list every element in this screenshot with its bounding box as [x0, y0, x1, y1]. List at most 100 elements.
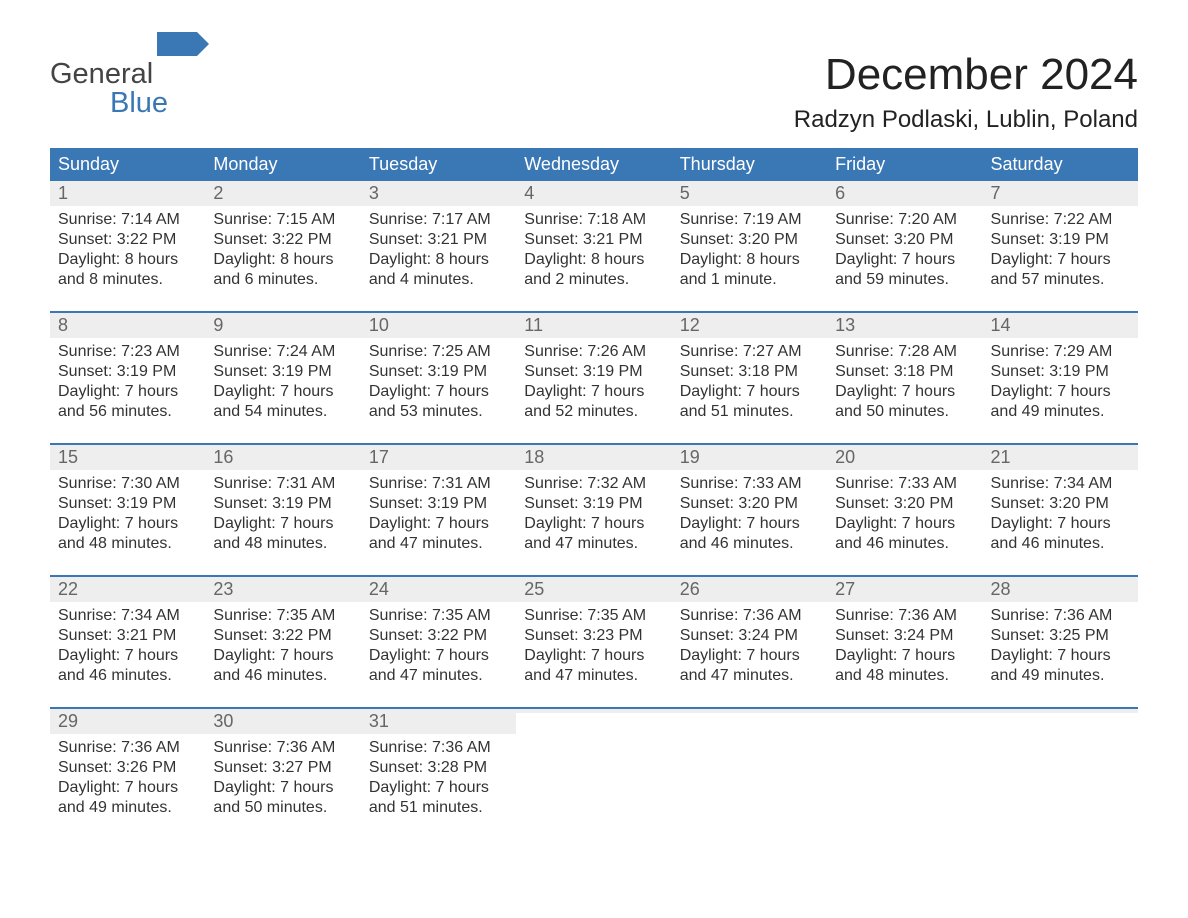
- cell-sunrise: Sunrise: 7:23 AM: [58, 342, 197, 362]
- cell-dl1: Daylight: 7 hours: [213, 778, 352, 798]
- cell-sunset: Sunset: 3:27 PM: [213, 758, 352, 778]
- day-number: 18: [524, 447, 544, 467]
- day-number: 10: [369, 315, 389, 335]
- cell-sunrise: Sunrise: 7:30 AM: [58, 474, 197, 494]
- calendar-cell: 13Sunrise: 7:28 AMSunset: 3:18 PMDayligh…: [827, 313, 982, 443]
- cell-sunrise: Sunrise: 7:25 AM: [369, 342, 508, 362]
- day-number: 4: [524, 183, 534, 203]
- calendar-cell: [672, 709, 827, 839]
- day-number: 23: [213, 579, 233, 599]
- cell-dl1: Daylight: 7 hours: [58, 382, 197, 402]
- daynum-row: 5: [672, 181, 827, 206]
- daynum-row: 3: [361, 181, 516, 206]
- calendar-cell: 16Sunrise: 7:31 AMSunset: 3:19 PMDayligh…: [205, 445, 360, 575]
- daynum-row: [827, 709, 982, 713]
- cell-dl2: and 47 minutes.: [369, 534, 508, 554]
- cell-dl1: Daylight: 7 hours: [369, 382, 508, 402]
- cell-sunrise: Sunrise: 7:27 AM: [680, 342, 819, 362]
- calendar-cell: 27Sunrise: 7:36 AMSunset: 3:24 PMDayligh…: [827, 577, 982, 707]
- cell-dl2: and 49 minutes.: [58, 798, 197, 818]
- cell-sunset: Sunset: 3:18 PM: [680, 362, 819, 382]
- calendar-cell: 26Sunrise: 7:36 AMSunset: 3:24 PMDayligh…: [672, 577, 827, 707]
- calendar-cell: 19Sunrise: 7:33 AMSunset: 3:20 PMDayligh…: [672, 445, 827, 575]
- cell-dl2: and 56 minutes.: [58, 402, 197, 422]
- day-number: 30: [213, 711, 233, 731]
- day-number: 15: [58, 447, 78, 467]
- day-number: 1: [58, 183, 68, 203]
- cell-sunset: Sunset: 3:20 PM: [680, 230, 819, 250]
- day-number: 26: [680, 579, 700, 599]
- cell-dl2: and 51 minutes.: [680, 402, 819, 422]
- cell-sunset: Sunset: 3:19 PM: [213, 362, 352, 382]
- daynum-row: 16: [205, 445, 360, 470]
- calendar-week: 15 Sunrise: 7:30 AMSunset: 3:19 PM Dayligh…: [50, 443, 1138, 575]
- cell-dl2: and 46 minutes.: [213, 666, 352, 686]
- cell-dl1: Daylight: 7 hours: [835, 250, 974, 270]
- cell-dl1: Daylight: 7 hours: [524, 382, 663, 402]
- calendar-week: 1Sunrise: 7:14 AMSunset: 3:22 PMDaylight…: [50, 181, 1138, 311]
- daynum-row: 4: [516, 181, 671, 206]
- day-number: 31: [369, 711, 389, 731]
- cell-sunrise: Sunrise: 7:35 AM: [213, 606, 352, 626]
- day-number: 9: [213, 315, 223, 335]
- calendar-cell: 28Sunrise: 7:36 AMSunset: 3:25 PMDayligh…: [983, 577, 1138, 707]
- daynum-row: 12: [672, 313, 827, 338]
- calendar-cell: 29Sunrise: 7:36 AMSunset: 3:26 PMDayligh…: [50, 709, 205, 839]
- cell-dl2: and 47 minutes.: [369, 666, 508, 686]
- logo-text: General Blue: [50, 60, 209, 118]
- calendar-cell: 7Sunrise: 7:22 AMSunset: 3:19 PMDaylight…: [983, 181, 1138, 311]
- cell-sunrise: Sunrise: 7:36 AM: [58, 738, 197, 758]
- cell-sunrise: Sunrise: 7:31 AM: [369, 474, 508, 494]
- cell-dl2: and 48 minutes.: [835, 666, 974, 686]
- cell-sunrise: Sunrise: 7:19 AM: [680, 210, 819, 230]
- calendar-cell: 2Sunrise: 7:15 AMSunset: 3:22 PMDaylight…: [205, 181, 360, 311]
- cell-dl2: and 48 minutes.: [58, 534, 197, 554]
- cell-dl2: and 47 minutes.: [524, 534, 663, 554]
- cell-sunset: Sunset: 3:19 PM: [58, 494, 197, 514]
- logo-blue-text: Blue: [110, 89, 209, 118]
- cell-sunrise: Sunrise: 7:29 AM: [991, 342, 1130, 362]
- cell-dl1: Daylight: 7 hours: [369, 514, 508, 534]
- cell-dl2: and 46 minutes.: [991, 534, 1130, 554]
- calendar: Sunday Monday Tuesday Wednesday Thursday…: [50, 148, 1138, 839]
- cell-sunrise: Sunrise: 7:18 AM: [524, 210, 663, 230]
- calendar-cell: 9Sunrise: 7:24 AMSunset: 3:19 PMDaylight…: [205, 313, 360, 443]
- day-number: 24: [369, 579, 389, 599]
- col-thursday: Thursday: [672, 148, 827, 181]
- calendar-cell: 6Sunrise: 7:20 AMSunset: 3:20 PMDaylight…: [827, 181, 982, 311]
- cell-sunrise: Sunrise: 7:34 AM: [58, 606, 197, 626]
- cell-dl2: and 59 minutes.: [835, 270, 974, 290]
- day-number: 12: [680, 315, 700, 335]
- cell-sunrise: Sunrise: 7:36 AM: [213, 738, 352, 758]
- cell-dl2: and 57 minutes.: [991, 270, 1130, 290]
- calendar-week: 29Sunrise: 7:36 AMSunset: 3:26 PMDayligh…: [50, 707, 1138, 839]
- day-number: 3: [369, 183, 379, 203]
- cell-sunset: Sunset: 3:28 PM: [369, 758, 508, 778]
- cell-dl2: and 4 minutes.: [369, 270, 508, 290]
- calendar-cell: [516, 709, 671, 839]
- cell-sunrise: Sunrise: 7:36 AM: [835, 606, 974, 626]
- cell-dl2: and 2 minutes.: [524, 270, 663, 290]
- month-title: December 2024: [794, 50, 1138, 100]
- daynum-row: 30: [205, 709, 360, 734]
- day-number: 8: [58, 315, 68, 335]
- calendar-cell: 20Sunrise: 7:33 AMSunset: 3:20 PMDayligh…: [827, 445, 982, 575]
- cell-sunset: Sunset: 3:21 PM: [524, 230, 663, 250]
- calendar-cell: 11Sunrise: 7:26 AMSunset: 3:19 PMDayligh…: [516, 313, 671, 443]
- cell-sunset: Sunset: 3:22 PM: [369, 626, 508, 646]
- daynum-row: 9: [205, 313, 360, 338]
- calendar-cell: 4Sunrise: 7:18 AMSunset: 3:21 PMDaylight…: [516, 181, 671, 311]
- daynum-row: 11: [516, 313, 671, 338]
- cell-dl1: Daylight: 8 hours: [213, 250, 352, 270]
- daynum-row: 1: [50, 181, 205, 206]
- cell-dl1: Daylight: 7 hours: [991, 646, 1130, 666]
- cell-dl2: and 49 minutes.: [991, 666, 1130, 686]
- cell-sunrise: Sunrise: 7:34 AM: [991, 474, 1130, 494]
- cell-dl2: and 47 minutes.: [680, 666, 819, 686]
- calendar-header-row: Sunday Monday Tuesday Wednesday Thursday…: [50, 148, 1138, 181]
- col-saturday: Saturday: [983, 148, 1138, 181]
- cell-sunset: Sunset: 3:22 PM: [213, 626, 352, 646]
- day-number: 16: [213, 447, 233, 467]
- cell-dl2: and 54 minutes.: [213, 402, 352, 422]
- calendar-week: 22Sunrise: 7:34 AMSunset: 3:21 PMDayligh…: [50, 575, 1138, 707]
